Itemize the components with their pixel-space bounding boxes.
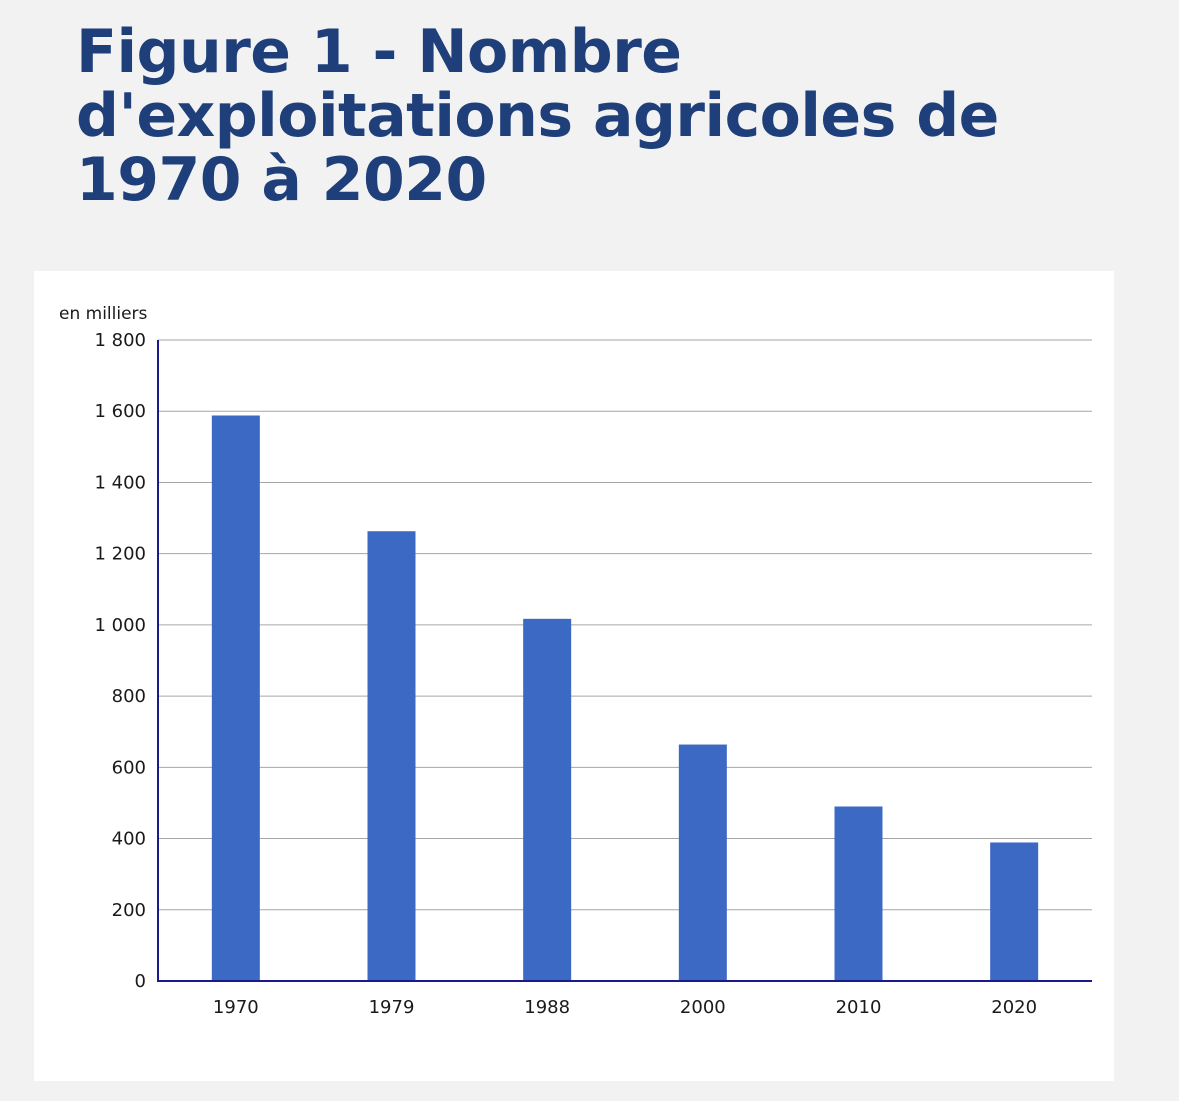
y-tick-label: 1 600 bbox=[94, 401, 146, 422]
tick-labels: 0 200 400 600 800 1 000 1 200 1 400 1 600 1 800 19… bbox=[94, 330, 1037, 1018]
bar-2010 bbox=[834, 806, 883, 981]
bar-1979 bbox=[367, 531, 416, 981]
y-tick-label: 600 bbox=[112, 757, 146, 778]
bar-2020 bbox=[990, 842, 1039, 981]
y-tick-label: 1 000 bbox=[94, 615, 146, 636]
x-tick-label: 1988 bbox=[524, 997, 570, 1018]
bar-1988 bbox=[523, 618, 572, 981]
y-tick-label: 0 bbox=[135, 971, 146, 992]
y-tick-label: 400 bbox=[112, 829, 146, 850]
y-tick-label: 1 400 bbox=[94, 472, 146, 493]
x-tick-label: 2020 bbox=[991, 997, 1037, 1018]
y-tick-label: 800 bbox=[112, 686, 146, 707]
axes bbox=[157, 340, 1092, 982]
x-tick-label: 1970 bbox=[213, 997, 259, 1018]
y-tick-label: 1 800 bbox=[94, 330, 146, 351]
chart-card: 0 200 400 600 800 1 000 1 200 1 400 1 600 1 800 19… bbox=[34, 271, 1114, 1081]
y-unit-label: en milliers bbox=[59, 304, 148, 324]
x-tick-label: 1979 bbox=[369, 997, 415, 1018]
x-tick-label: 2000 bbox=[680, 997, 726, 1018]
bar-2000 bbox=[678, 744, 727, 981]
bar-chart: 0 200 400 600 800 1 000 1 200 1 400 1 600 1 800 19… bbox=[59, 304, 1092, 1018]
bars bbox=[211, 415, 1039, 981]
bar-1970 bbox=[211, 415, 260, 981]
gridlines bbox=[158, 339, 1092, 911]
x-tick-label: 2010 bbox=[836, 997, 882, 1018]
y-tick-label: 200 bbox=[112, 900, 146, 921]
y-tick-label: 1 200 bbox=[94, 544, 146, 565]
figure-title: Figure 1 - Nombre d'exploitations agrico… bbox=[76, 17, 999, 215]
